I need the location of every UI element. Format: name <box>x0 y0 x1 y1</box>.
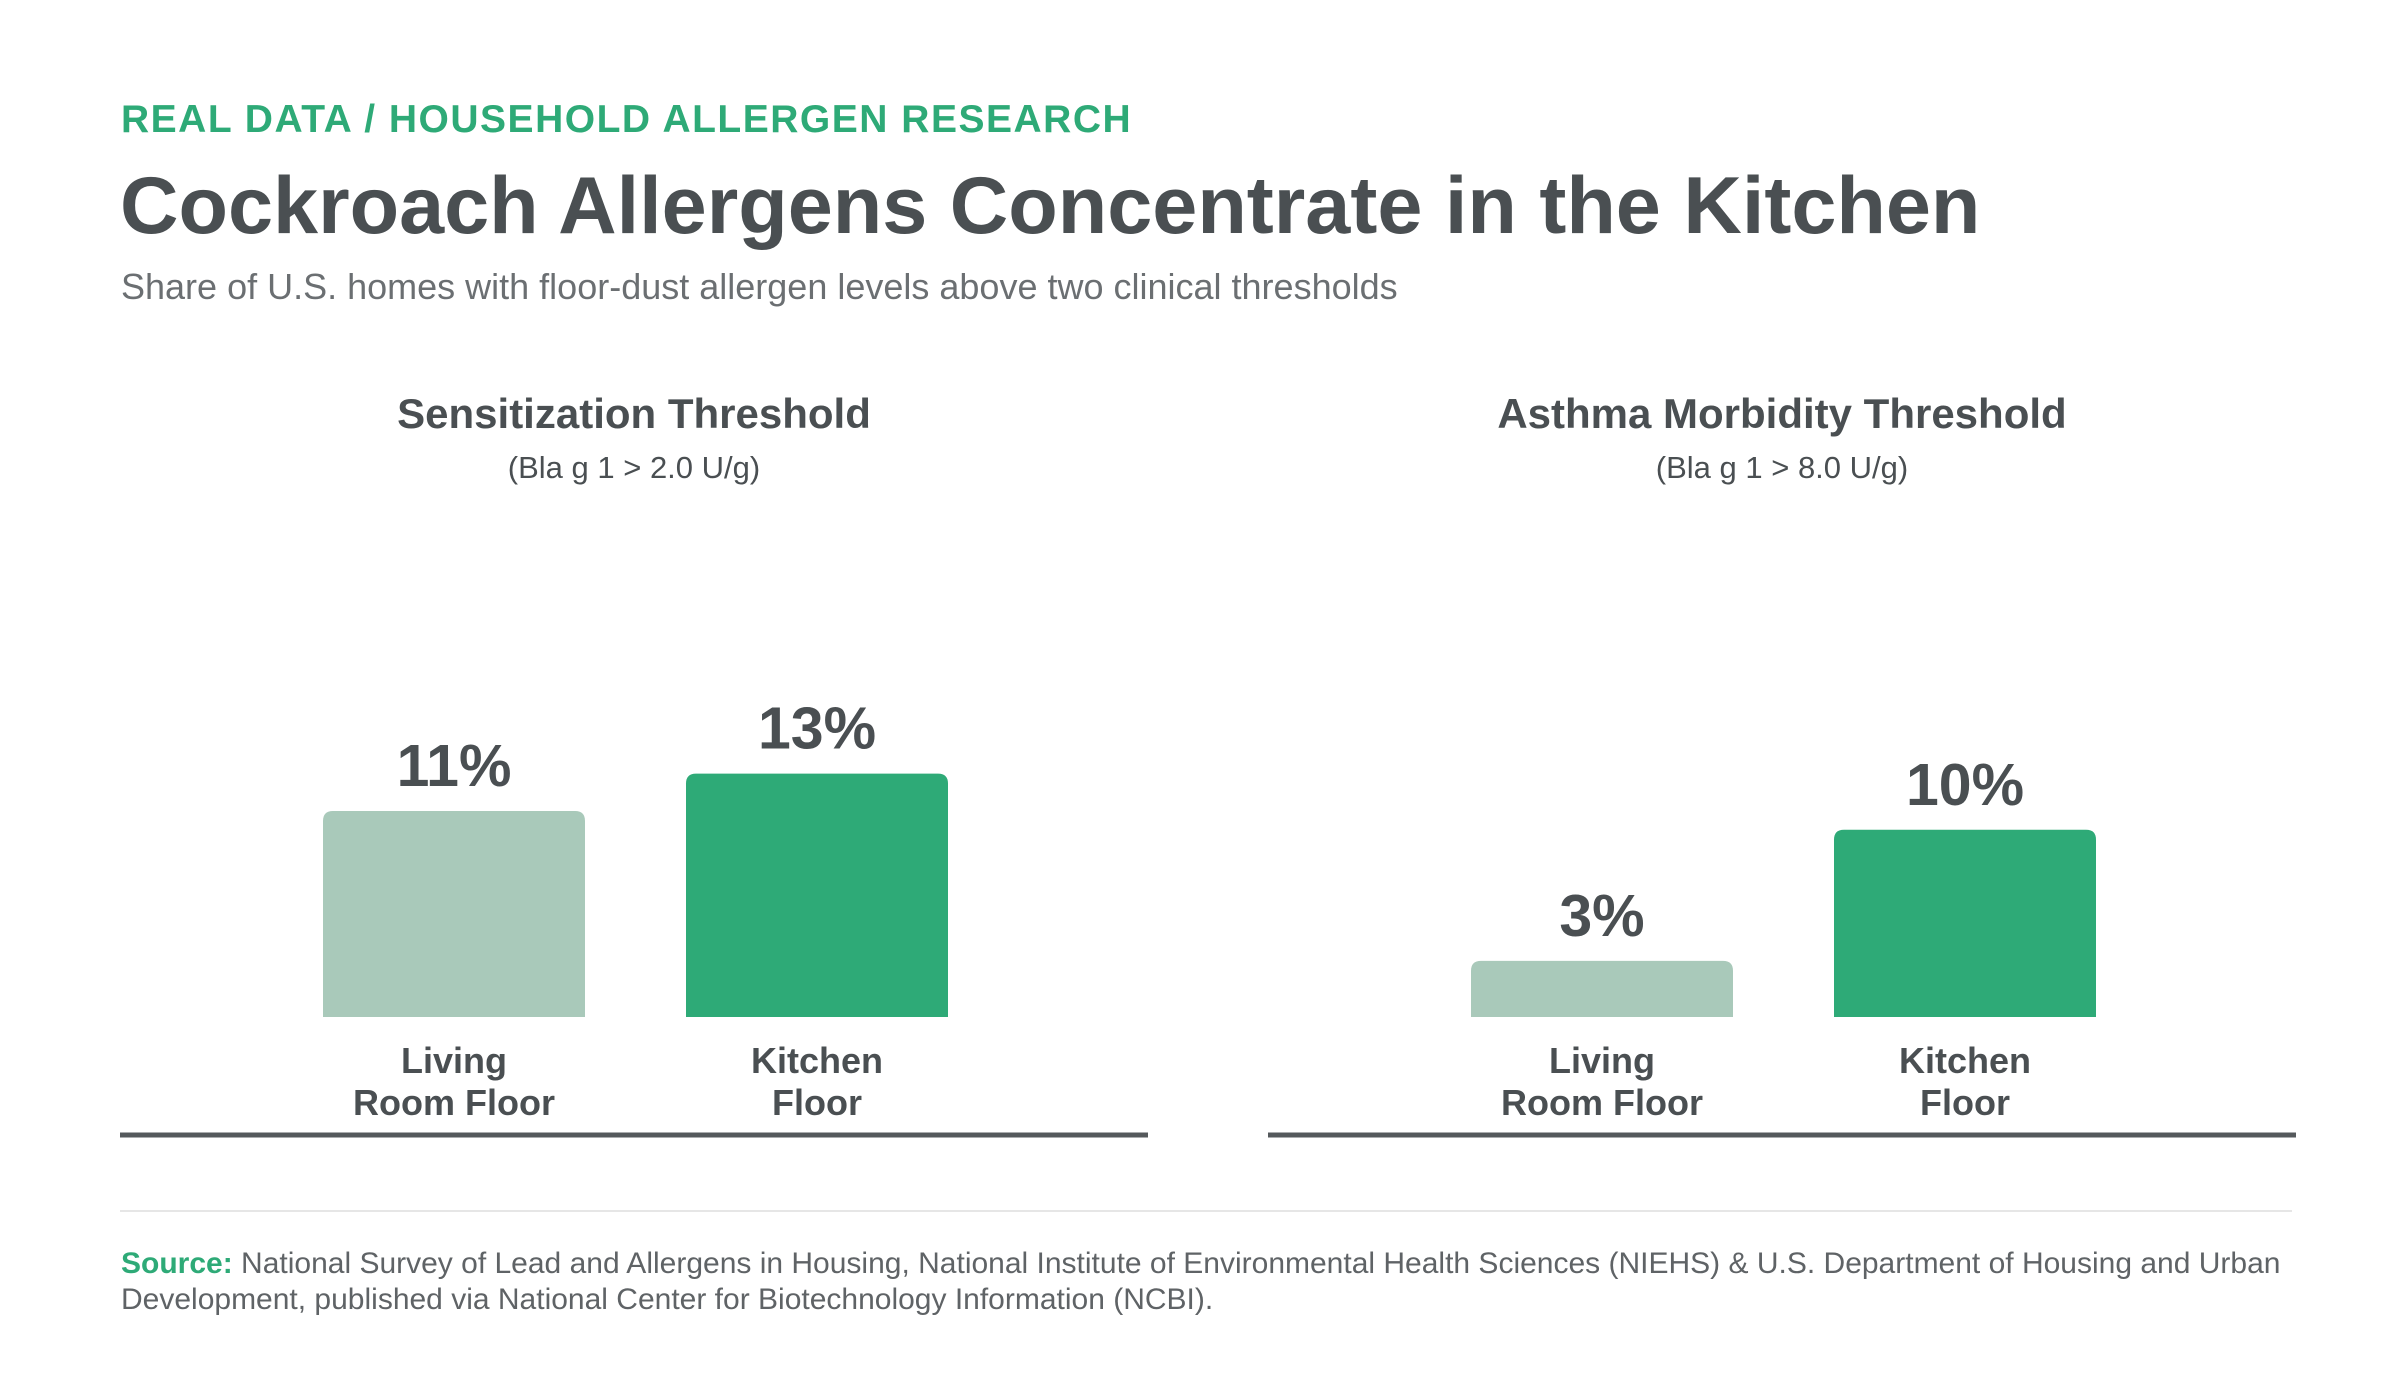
asthma-chart-panel: Asthma Morbidity Threshold (Bla g 1 > 8.0… <box>1268 380 2296 1140</box>
asthma-chart-subtitle: (Bla g 1 > 8.0 U/g) <box>1656 450 1908 485</box>
source-note: Source: National Survey of Lead and Alle… <box>121 1246 2293 1318</box>
sensitization-chart-title: Sensitization Threshold <box>397 390 871 437</box>
asthma-category-label-living-room: Living Room Floor <box>1501 1040 1703 1123</box>
eyebrow-label: REAL DATA / HOUSEHOLD ALLERGEN RESEARCH <box>121 98 1133 141</box>
sensitization-value-label-kitchen: 13% <box>758 696 876 762</box>
sensitization-bar-living-room <box>323 811 585 1017</box>
sensitization-bar-kitchen <box>686 773 948 1017</box>
asthma-value-label-living-room: 3% <box>1559 883 1644 949</box>
asthma-chart-title: Asthma Morbidity Threshold <box>1497 390 2066 437</box>
asthma-chart: Asthma Morbidity Threshold (Bla g 1 > 8.0… <box>1268 390 2296 1138</box>
sensitization-value-label-living-room: 11% <box>397 733 512 799</box>
sensitization-chart: Sensitization Threshold (Bla g 1 > 2.0 U/… <box>120 390 1148 1138</box>
sensitization-category-label-living-room: Living Room Floor <box>353 1040 555 1123</box>
asthma-bar-kitchen <box>1834 829 2096 1017</box>
sensitization-chart-panel: Sensitization Threshold (Bla g 1 > 2.0 U/… <box>120 380 1148 1140</box>
footer-divider <box>120 1210 2292 1212</box>
page-title: Cockroach Allergens Concentrate in the K… <box>120 161 1981 251</box>
sensitization-category-label-kitchen: Kitchen Floor <box>751 1040 883 1123</box>
sensitization-chart-subtitle: (Bla g 1 > 2.0 U/g) <box>508 450 760 485</box>
asthma-bar-living-room <box>1471 960 1733 1017</box>
asthma-value-label-kitchen: 10% <box>1906 752 2024 818</box>
source-text: National Survey of Lead and Allergens in… <box>121 1247 2281 1316</box>
asthma-category-label-kitchen: Kitchen Floor <box>1899 1040 2031 1123</box>
page-subtitle: Share of U.S. homes with floor-dust alle… <box>121 266 1398 307</box>
source-label: Source: <box>121 1247 233 1280</box>
